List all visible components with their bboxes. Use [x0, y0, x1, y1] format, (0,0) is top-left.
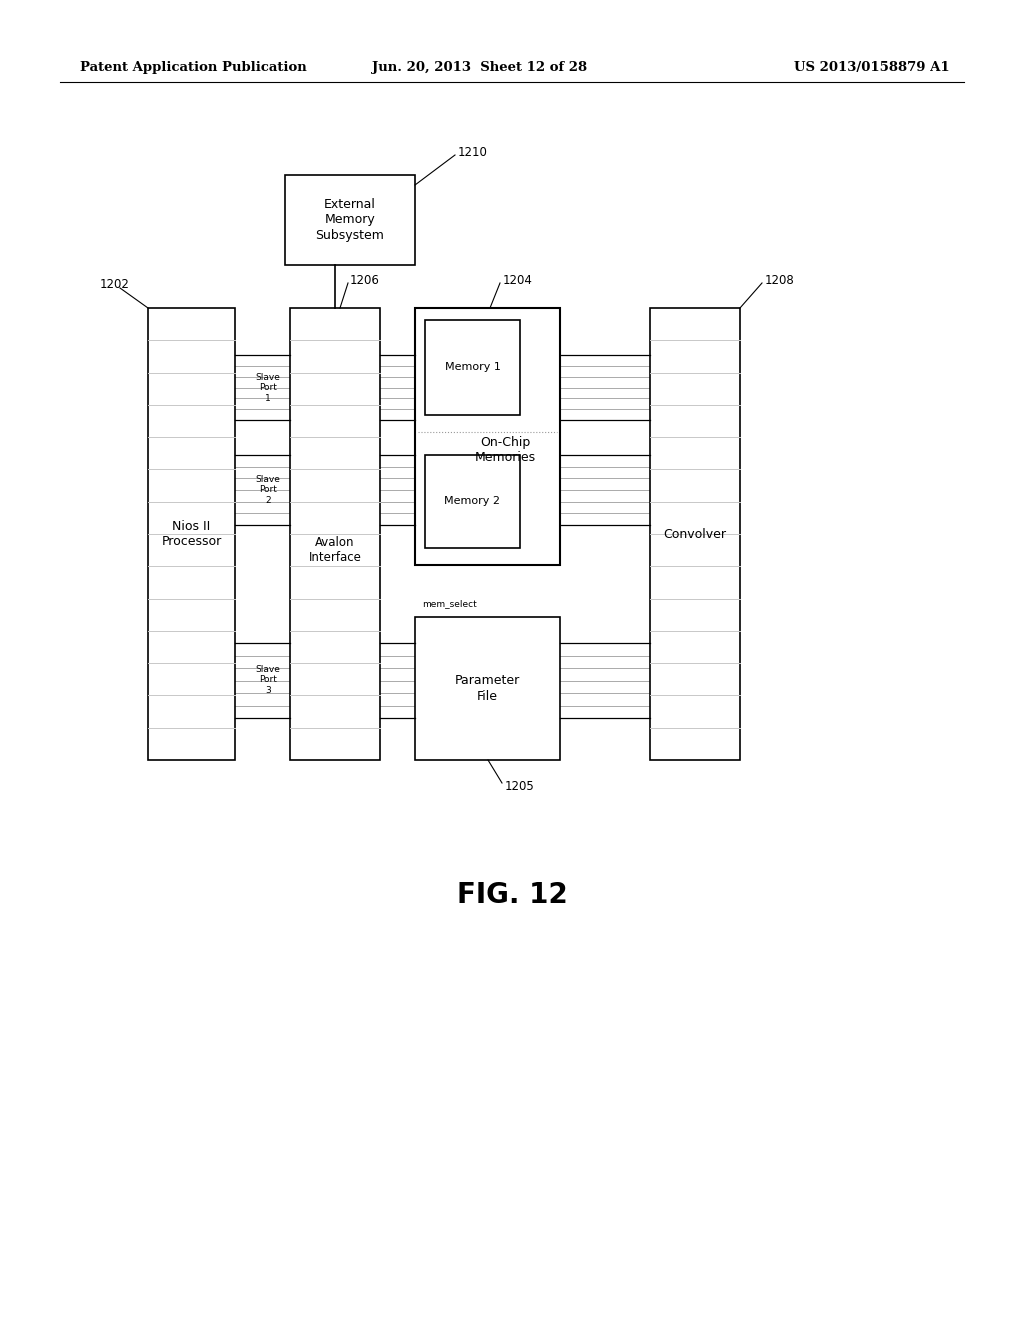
Text: Convolver: Convolver	[664, 528, 726, 540]
Text: 1208: 1208	[765, 273, 795, 286]
Bar	[650, 308, 740, 760]
Text: Slave
Port
1: Slave Port 1	[256, 374, 281, 403]
Text: 1210: 1210	[458, 145, 487, 158]
Text: 1206: 1206	[350, 273, 380, 286]
Bar	[285, 176, 415, 265]
Text: Slave
Port
2: Slave Port 2	[256, 475, 281, 504]
Text: Patent Application Publication: Patent Application Publication	[80, 62, 307, 74]
Text: 1204: 1204	[503, 273, 532, 286]
Text: US 2013/0158879 A1: US 2013/0158879 A1	[795, 62, 950, 74]
Bar	[425, 455, 520, 548]
Text: 1202: 1202	[100, 279, 130, 292]
Text: Parameter
File: Parameter File	[455, 675, 520, 702]
Text: On-Chip
Memories: On-Chip Memories	[474, 436, 536, 465]
Text: Nios II
Processor: Nios II Processor	[162, 520, 221, 548]
Text: External
Memory
Subsystem: External Memory Subsystem	[315, 198, 384, 242]
Text: Slave
Port
3: Slave Port 3	[256, 665, 281, 694]
Bar	[425, 319, 520, 414]
Bar	[148, 308, 234, 760]
Text: Avalon
Interface: Avalon Interface	[308, 536, 361, 564]
Text: mem_select: mem_select	[422, 599, 477, 609]
Bar	[415, 616, 560, 760]
Text: 1205: 1205	[505, 780, 535, 792]
Bar	[290, 308, 380, 760]
Text: FIG. 12: FIG. 12	[457, 880, 567, 909]
Text: Jun. 20, 2013  Sheet 12 of 28: Jun. 20, 2013 Sheet 12 of 28	[373, 62, 588, 74]
Text: Memory 2: Memory 2	[444, 496, 501, 507]
Bar	[415, 308, 560, 565]
Text: Memory 1: Memory 1	[444, 363, 501, 372]
